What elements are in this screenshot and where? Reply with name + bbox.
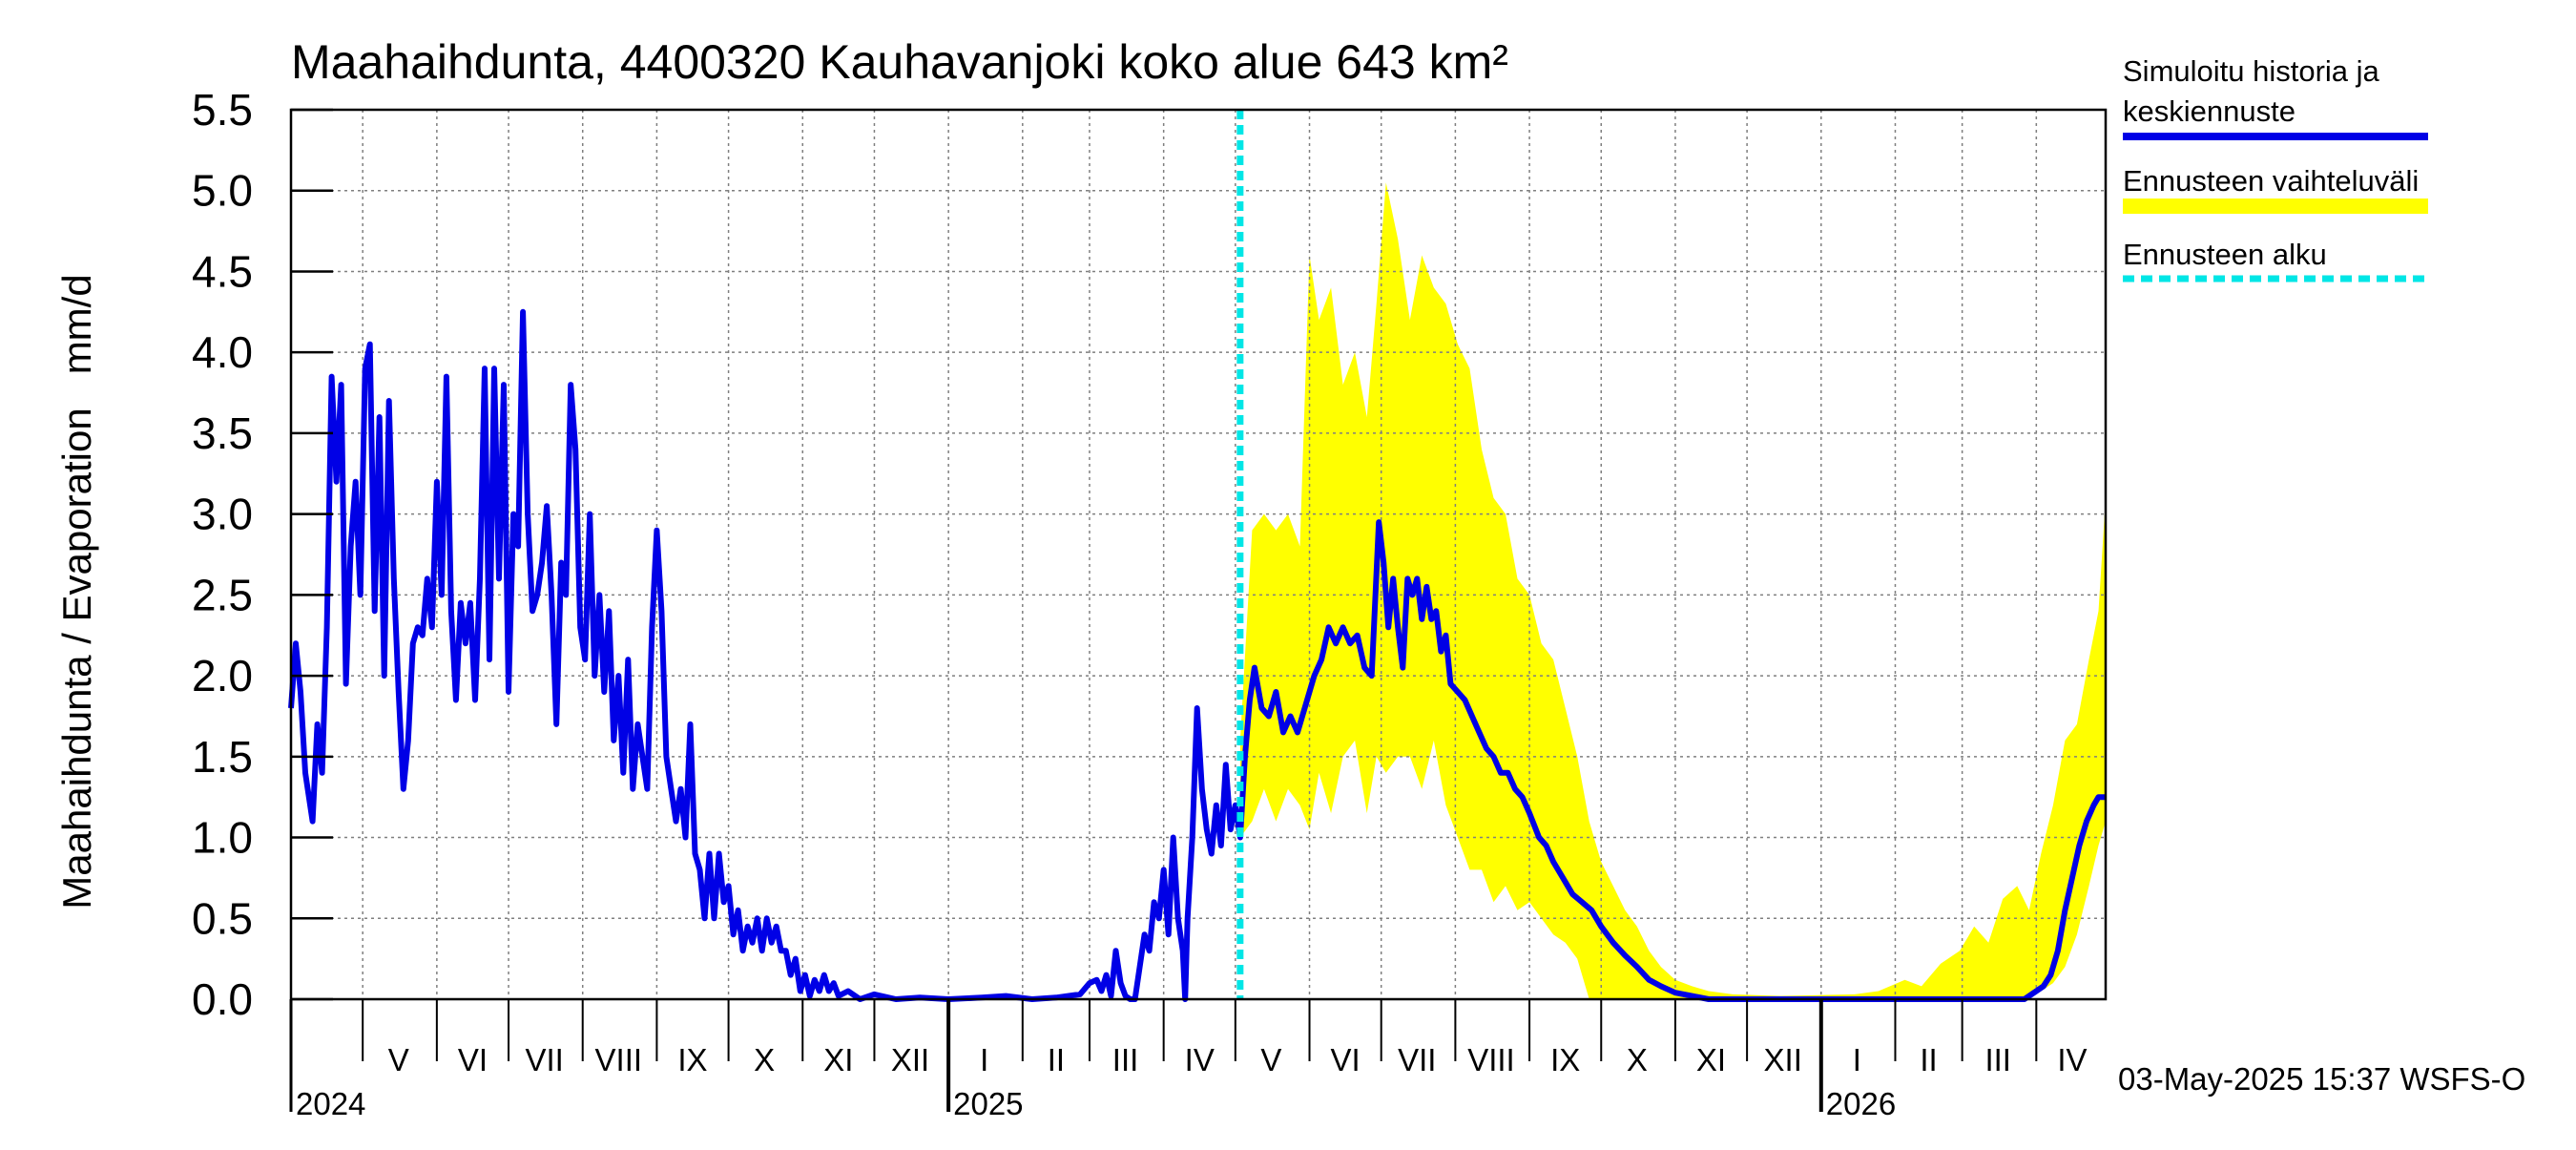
y-axis-label: Maahaihdunta / Evaporation mm/d — [54, 274, 99, 909]
x-year-label: 2026 — [1826, 1086, 1896, 1121]
y-tick-label: 5.5 — [192, 85, 253, 135]
forecast-range-band — [1239, 182, 2106, 1000]
x-month-label: V — [388, 1042, 409, 1077]
forecast-band-area — [1239, 182, 2106, 1000]
x-month-label: VII — [525, 1042, 563, 1077]
x-month-label: V — [1260, 1042, 1281, 1077]
axes — [289, 108, 2108, 1112]
x-month-label: XI — [823, 1042, 853, 1077]
x-month-labels: V VI VII VIII IX X XI XII I II III IV V VI VII VIII IX X X… — [388, 1042, 2088, 1077]
x-month-label: VI — [1331, 1042, 1361, 1077]
x-month-label: III — [1112, 1042, 1139, 1077]
y-tick-label: 4.0 — [192, 327, 253, 377]
chart-title: Maahaihdunta, 4400320 Kauhavanjoki koko … — [291, 35, 1508, 89]
simulated-series — [288, 308, 2106, 1002]
x-year-labels: 2024 2025 2026 — [296, 1086, 1896, 1121]
y-tick-label: 5.0 — [192, 166, 253, 216]
x-month-label: VIII — [1467, 1042, 1515, 1077]
x-month-label: XII — [1764, 1042, 1802, 1077]
y-tick-label: 2.0 — [192, 651, 253, 700]
y-tick-label: 1.5 — [192, 732, 253, 782]
x-month-label: III — [1984, 1042, 2011, 1077]
x-month-label: I — [980, 1042, 988, 1077]
x-month-label: II — [1920, 1042, 1937, 1077]
x-month-label: IV — [1185, 1042, 1215, 1077]
x-month-label: IX — [1550, 1042, 1580, 1077]
y-tick-labels: 0.0 0.5 1.0 1.5 2.0 2.5 3.0 3.5 4.0 4.5 5.0 5.5 — [192, 85, 253, 1024]
y-tick-label: 0.0 — [192, 974, 253, 1024]
x-year-label: 2025 — [953, 1086, 1023, 1121]
x-month-label: XII — [891, 1042, 929, 1077]
footer-timestamp: 03-May-2025 15:37 WSFS-O — [2118, 1061, 2525, 1097]
plot-frame — [289, 108, 2108, 1001]
grid-lines — [291, 109, 2106, 999]
y-tick-label: 3.5 — [192, 408, 253, 458]
legend-label: Ennusteen alku — [2123, 238, 2327, 271]
x-month-label: IV — [2057, 1042, 2087, 1077]
x-month-label: VIII — [595, 1042, 643, 1077]
x-month-label: X — [1627, 1042, 1648, 1077]
y-tick-label: 4.5 — [192, 246, 253, 296]
x-month-label: VI — [458, 1042, 488, 1077]
x-month-label: II — [1048, 1042, 1065, 1077]
legend-label: Ennusteen vaihteluväli — [2123, 164, 2419, 198]
legend-label: Simuloitu historia ja — [2123, 54, 2380, 88]
y-tick-label: 1.0 — [192, 813, 253, 863]
simulated-line — [288, 308, 2106, 1002]
x-year-label: 2024 — [296, 1086, 365, 1121]
y-tick-label: 3.0 — [192, 490, 253, 539]
legend-label: keskiennuste — [2123, 94, 2296, 128]
x-month-label: X — [754, 1042, 775, 1077]
x-month-label: XI — [1696, 1042, 1726, 1077]
x-month-label: I — [1853, 1042, 1861, 1077]
x-month-label: IX — [677, 1042, 707, 1077]
y-tick-label: 0.5 — [192, 893, 253, 943]
y-tick-label: 2.5 — [192, 570, 253, 619]
legend: Simuloitu historia ja keskiennuste Ennuste… — [2123, 54, 2428, 282]
x-month-label: VII — [1398, 1042, 1436, 1077]
